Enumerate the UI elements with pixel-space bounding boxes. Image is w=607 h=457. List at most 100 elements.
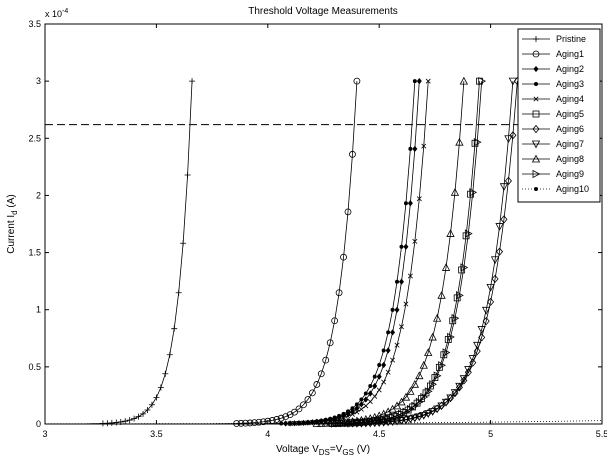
x-axis-title-sub2: GS [342, 448, 354, 457]
data-point [509, 131, 517, 140]
data-point [406, 415, 415, 424]
data-point [390, 357, 396, 363]
data-point [282, 413, 290, 421]
data-point [372, 393, 378, 399]
data-point [407, 200, 413, 207]
data-point [420, 393, 429, 402]
y-axis-title: Current Id (A) [6, 194, 19, 253]
y-tick-label: 3.5 [28, 19, 41, 29]
data-point [428, 332, 437, 341]
data-point [469, 188, 478, 197]
data-point [464, 229, 473, 238]
legend-box [517, 28, 601, 203]
data-point [460, 263, 469, 272]
data-point [441, 398, 451, 407]
data-point [381, 348, 386, 353]
y-axis-title-unit: (A) [6, 194, 17, 210]
legend-entry: Aging7 [522, 139, 584, 149]
data-point [344, 208, 352, 216]
data-point [349, 411, 355, 417]
data-point [337, 413, 342, 418]
data-point [381, 361, 387, 369]
legend-entry: Aging10 [522, 184, 589, 194]
data-point [429, 380, 438, 389]
data-point [481, 306, 491, 315]
data-point [398, 278, 404, 285]
data-point [363, 403, 369, 409]
data-point [450, 389, 460, 397]
legend-entry: Aging9 [522, 169, 584, 179]
legend-entry: Aging2 [522, 64, 584, 74]
data-point [354, 405, 360, 412]
data-point [401, 392, 411, 401]
data-point [415, 397, 424, 407]
data-point [388, 418, 397, 426]
legend-marker [532, 110, 540, 118]
data-point [175, 289, 182, 296]
data-point [402, 407, 411, 416]
data-point [357, 418, 366, 427]
data-point [362, 417, 371, 427]
data-point [349, 418, 357, 428]
data-point [166, 351, 173, 358]
data-point [349, 150, 356, 158]
data-point [113, 419, 120, 426]
legend-marker [531, 154, 541, 163]
legend-entry: Aging4 [522, 94, 584, 104]
data-point [386, 330, 391, 335]
data-point [495, 247, 504, 256]
data-point [148, 401, 155, 408]
data-point [353, 77, 361, 85]
legend-label: Aging9 [556, 169, 584, 179]
plot-area [44, 23, 603, 425]
data-point [358, 406, 364, 412]
data-point [453, 294, 461, 302]
legend-marker [533, 36, 539, 42]
data-point [313, 381, 321, 388]
data-point [326, 339, 334, 347]
data-point [359, 397, 364, 402]
legend-marker [532, 124, 540, 134]
x-tick-label: 4.5 [373, 429, 386, 439]
data-point [390, 307, 395, 312]
data-point [171, 325, 178, 332]
legend-entry: Aging8 [522, 154, 584, 164]
x-tick-label: 5 [488, 429, 493, 439]
legend: Pristine Aging1 Aging2 Aging3 Aging4 Aging5 Ag… [517, 28, 601, 203]
x-tick-label: 3 [42, 429, 47, 439]
data-point [354, 409, 360, 415]
data-point [419, 360, 428, 369]
legend-entry: Aging3 [522, 79, 584, 89]
data-point [317, 419, 326, 427]
data-point [400, 409, 408, 416]
data-point [122, 418, 129, 425]
y-tick-label: 1.5 [28, 248, 41, 258]
data-point [399, 244, 404, 249]
data-point [424, 387, 433, 396]
legend-label: Aging2 [556, 64, 584, 74]
legend-marker [531, 140, 541, 149]
y-tick-label: 3 [36, 76, 41, 86]
data-point [450, 187, 460, 196]
data-point [432, 405, 442, 414]
data-point [411, 401, 420, 411]
legend-label: Aging6 [556, 124, 584, 134]
data-point [412, 145, 418, 152]
data-point [442, 348, 451, 357]
data-point [398, 324, 404, 330]
data-point [504, 176, 512, 186]
data-point [393, 411, 402, 420]
data-point [259, 418, 267, 426]
data-point [372, 382, 378, 390]
data-point [410, 414, 420, 423]
data-point [406, 387, 415, 395]
chart-title: Threshold Voltage Measurements [248, 6, 398, 17]
data-point [375, 416, 384, 425]
data-point [464, 366, 473, 374]
data-point [397, 417, 406, 425]
data-point [354, 402, 359, 407]
data-point [438, 361, 446, 370]
data-point [403, 201, 408, 206]
data-point [140, 410, 147, 417]
y-axis-multiplier: x 10-4 [45, 8, 68, 19]
